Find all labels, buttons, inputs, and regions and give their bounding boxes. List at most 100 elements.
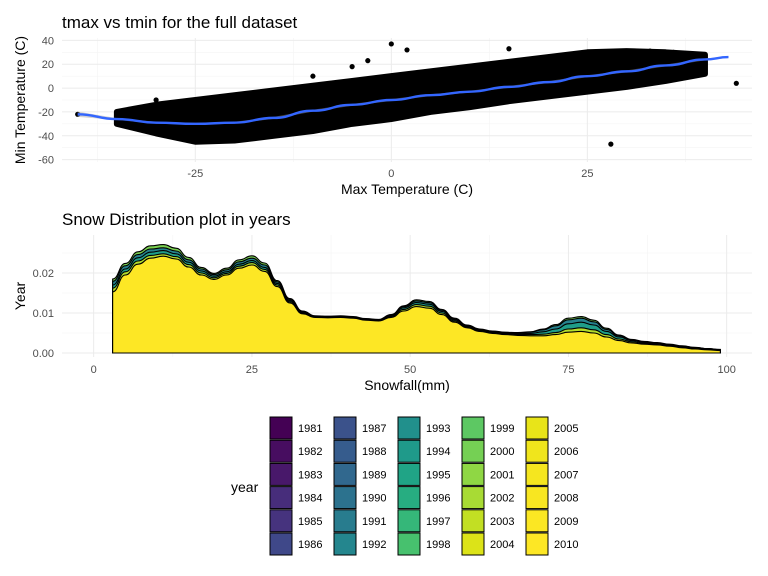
- scatter-point: [153, 97, 159, 103]
- scatter-y-tick-label: -20: [38, 107, 54, 119]
- legend-swatch: [525, 416, 549, 440]
- legend-swatch: [269, 532, 293, 556]
- legend-swatch: [269, 439, 293, 463]
- scatter-panel: tmax vs tmin for the full dataset -25 0 25…: [12, 13, 752, 197]
- legend-label: 2008: [554, 493, 578, 505]
- legend-title: year: [231, 479, 259, 495]
- legend-items: 1981 1982 1983 1984 1985 1986 1987 1988 1989 1990…: [269, 416, 578, 556]
- scatter-y-ticks: -60 -40 -20 0 20 40: [38, 35, 54, 166]
- legend-label: 1987: [362, 423, 386, 435]
- legend-label: 1993: [426, 423, 450, 435]
- scatter-point: [404, 47, 410, 53]
- legend-label: 1983: [298, 469, 322, 481]
- legend-swatch: [461, 486, 485, 510]
- legend-label: 1991: [362, 516, 386, 528]
- legend-label: 2002: [490, 493, 514, 505]
- legend-label: 2005: [554, 423, 578, 435]
- density-y-ticks: 0.00 0.01 0.02: [33, 268, 54, 360]
- legend-swatch: [461, 509, 485, 533]
- scatter-x-tick-label: -25: [187, 168, 203, 180]
- scatter-x-ticks: -25 0 25: [187, 168, 593, 180]
- year-legend: year 19811982198319841985198619871988198…: [231, 416, 578, 556]
- legend-swatch: [397, 486, 421, 510]
- scatter-y-tick-label: 20: [42, 59, 54, 71]
- legend-swatch: [525, 532, 549, 556]
- density-y-axis-title: Year: [12, 282, 28, 311]
- scatter-point: [388, 41, 394, 47]
- density-y-tick-label: 0.02: [33, 268, 54, 280]
- legend-label: 1984: [298, 493, 322, 505]
- scatter-outlier-points: [75, 41, 739, 147]
- legend-label: 2010: [554, 539, 578, 551]
- density-x-ticks: 0 25 50 75 100: [91, 364, 736, 376]
- legend-swatch: [525, 462, 549, 486]
- legend-swatch: [461, 462, 485, 486]
- legend-label: 1985: [298, 516, 322, 528]
- scatter-point: [670, 49, 677, 55]
- legend-swatch: [397, 462, 421, 486]
- scatter-point: [647, 48, 653, 54]
- legend-label: 1986: [298, 539, 322, 551]
- scatter-point: [506, 46, 512, 52]
- legend-label: 2007: [554, 469, 578, 481]
- legend-label: 1994: [426, 446, 450, 458]
- legend-swatch: [525, 486, 549, 510]
- legend-label: 2004: [490, 539, 514, 551]
- scatter-point: [733, 80, 739, 86]
- scatter-y-tick-label: 0: [48, 83, 54, 95]
- scatter-point: [231, 135, 238, 141]
- scatter-point: [255, 99, 261, 105]
- legend-swatch: [333, 486, 357, 510]
- scatter-smooth-line: [77, 55, 729, 126]
- legend-label: 1998: [426, 539, 450, 551]
- scatter-point: [365, 58, 371, 64]
- density-x-tick-label: 0: [91, 364, 97, 376]
- legend-swatch: [333, 416, 357, 440]
- scatter-y-tick-label: -40: [38, 131, 54, 143]
- scatter-x-tick-label: 25: [581, 168, 593, 180]
- density-x-tick-label: 75: [562, 364, 574, 376]
- density-x-tick-label: 25: [246, 364, 258, 376]
- legend-swatch: [525, 439, 549, 463]
- scatter-x-axis-title: Max Temperature (C): [341, 181, 473, 197]
- legend-swatch: [397, 416, 421, 440]
- density-panel: Snow Distribution plot in years 0 25 50 75 1…: [12, 210, 752, 393]
- legend-label: 1999: [490, 423, 514, 435]
- legend-label: 2006: [554, 446, 578, 458]
- density-x-tick-label: 50: [404, 364, 416, 376]
- density-title: Snow Distribution plot in years: [62, 210, 291, 229]
- legend-label: 1992: [362, 539, 386, 551]
- legend-swatch: [333, 532, 357, 556]
- density-x-axis-title: Snowfall(mm): [364, 377, 450, 393]
- scatter-x-tick-label: 0: [388, 168, 394, 180]
- legend-swatch: [397, 532, 421, 556]
- legend-label: 2009: [554, 516, 578, 528]
- density-areas: [112, 244, 721, 354]
- legend-swatch: [269, 486, 293, 510]
- density-x-tick-label: 100: [717, 364, 735, 376]
- legend-label: 2001: [490, 469, 514, 481]
- scatter-y-axis-title: Min Temperature (C): [12, 36, 28, 164]
- legend-label: 2003: [490, 516, 514, 528]
- legend-swatch: [525, 509, 549, 533]
- scatter-point: [177, 128, 183, 134]
- scatter-y-tick-label: 40: [42, 35, 54, 47]
- scatter-y-tick-label: -60: [38, 155, 54, 167]
- legend-label: 2000: [490, 446, 514, 458]
- legend-label: 1989: [362, 469, 386, 481]
- scatter-point: [310, 73, 316, 79]
- density-y-tick-label: 0.00: [33, 348, 54, 360]
- smooth-line: [77, 55, 729, 126]
- legend-swatch: [461, 416, 485, 440]
- scatter-title: tmax vs tmin for the full dataset: [62, 13, 298, 32]
- legend-label: 1988: [362, 446, 386, 458]
- legend-label: 1996: [426, 493, 450, 505]
- scatter-point: [608, 141, 614, 147]
- density-y-tick-label: 0.01: [33, 308, 54, 320]
- legend-swatch: [461, 532, 485, 556]
- legend-label: 1982: [298, 446, 322, 458]
- legend-label: 1995: [426, 469, 450, 481]
- legend-label: 1990: [362, 493, 386, 505]
- legend-swatch: [333, 509, 357, 533]
- legend-swatch: [397, 509, 421, 533]
